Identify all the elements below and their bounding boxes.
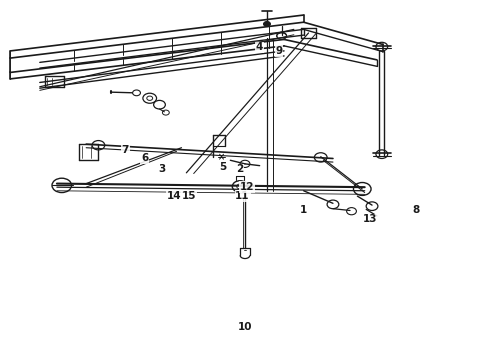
Text: 7: 7 — [122, 144, 129, 154]
Circle shape — [264, 22, 270, 27]
Text: 11: 11 — [235, 191, 250, 201]
Text: 1: 1 — [300, 206, 307, 216]
Circle shape — [133, 90, 141, 96]
Text: 15: 15 — [182, 191, 196, 201]
Text: 2: 2 — [237, 164, 244, 174]
Text: 13: 13 — [362, 215, 377, 224]
Text: 8: 8 — [413, 206, 419, 216]
Text: 4: 4 — [256, 42, 263, 52]
Text: 9: 9 — [276, 46, 283, 56]
Text: 6: 6 — [141, 153, 148, 163]
Text: 5: 5 — [220, 162, 227, 172]
Text: 3: 3 — [158, 164, 166, 174]
Text: 10: 10 — [238, 322, 252, 332]
Text: 14: 14 — [167, 191, 181, 201]
Text: 12: 12 — [240, 182, 255, 192]
